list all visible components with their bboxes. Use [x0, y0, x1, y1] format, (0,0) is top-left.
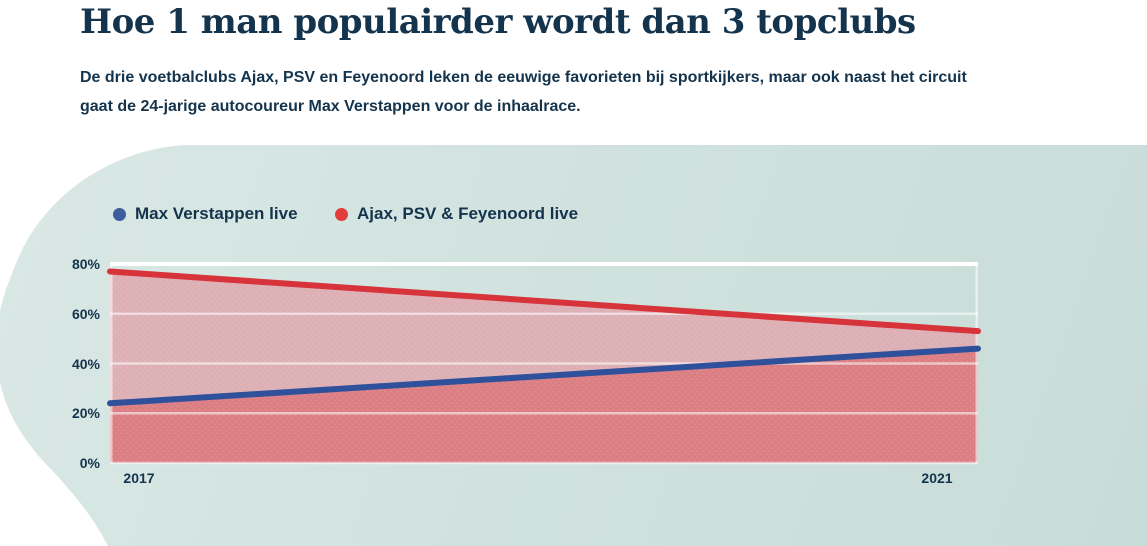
legend-dot-red-icon — [335, 207, 348, 221]
legend-item-clubs: Ajax, PSV & Feyenoord live — [335, 204, 578, 224]
y-axis-tick-label: 0% — [79, 455, 100, 471]
dot-texture-overlay — [110, 271, 978, 463]
area-fills — [110, 271, 978, 463]
y-axis-tick-label: 40% — [71, 355, 100, 372]
subtitle-line-1: De drie voetbalclubs Ajax, PSV en Feyeno… — [80, 69, 967, 86]
legend-label-max-verstappen: Max Verstappen live — [135, 204, 298, 223]
x-axis-tick-label: 2021 — [921, 470, 953, 486]
series-lines — [107, 268, 981, 407]
subtitle-line-2: gaat de 24-jarige autocoureur Max Versta… — [80, 98, 581, 115]
legend-item-max-verstappen: Max Verstappen live — [113, 204, 298, 224]
series-line-1 — [107, 345, 981, 407]
gridlines — [110, 262, 978, 465]
legend-label-clubs: Ajax, PSV & Feyenoord live — [357, 204, 579, 223]
y-axis-tick-label: 80% — [71, 256, 100, 272]
x-axis-tick-label: 2017 — [123, 470, 155, 486]
legend-dot-blue-icon — [113, 207, 126, 221]
y-axis-tick-label: 60% — [71, 305, 100, 322]
y-axis-tick-label: 20% — [71, 405, 100, 422]
page-title: Hoe 1 man populairder wordt dan 3 topclu… — [80, 2, 916, 42]
series-line-0 — [107, 268, 981, 335]
page-subtitle: De drie voetbalclubs Ajax, PSV en Feyeno… — [80, 63, 967, 121]
